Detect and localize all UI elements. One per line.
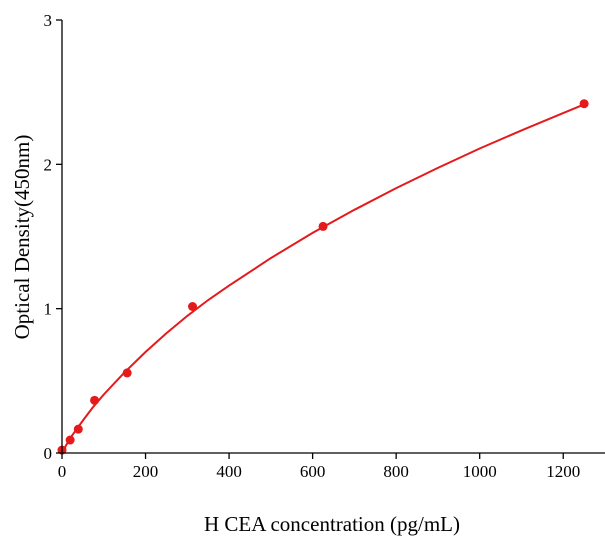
y-tick-label: 0 — [44, 444, 53, 463]
x-axis-title: H CEA concentration (pg/mL) — [204, 512, 460, 536]
data-point — [318, 221, 328, 231]
x-tick-label: 800 — [383, 462, 409, 481]
data-points-layer — [57, 99, 589, 455]
x-tick-label: 200 — [133, 462, 159, 481]
data-point — [90, 395, 100, 405]
y-tick-label: 3 — [44, 11, 53, 30]
axes-layer — [56, 19, 605, 459]
tick-labels-layer: 0 200 400 600 800 1000 1200 0 1 2 3 — [44, 11, 581, 481]
x-tick-label: 600 — [300, 462, 326, 481]
x-tick-label: 1000 — [463, 462, 497, 481]
data-point — [579, 99, 589, 109]
data-point — [122, 368, 132, 378]
data-point — [65, 435, 75, 445]
y-tick-label: 1 — [44, 300, 53, 319]
x-tick-label: 1200 — [546, 462, 580, 481]
x-tick-label: 400 — [216, 462, 242, 481]
fit-curve-layer — [61, 103, 585, 454]
fit-curve-line — [61, 103, 585, 454]
data-point — [188, 302, 198, 312]
x-tick-label: 0 — [58, 462, 67, 481]
y-tick-label: 2 — [44, 155, 53, 174]
data-point — [73, 424, 83, 434]
y-axis-title: Optical Density(450nm) — [10, 135, 34, 340]
